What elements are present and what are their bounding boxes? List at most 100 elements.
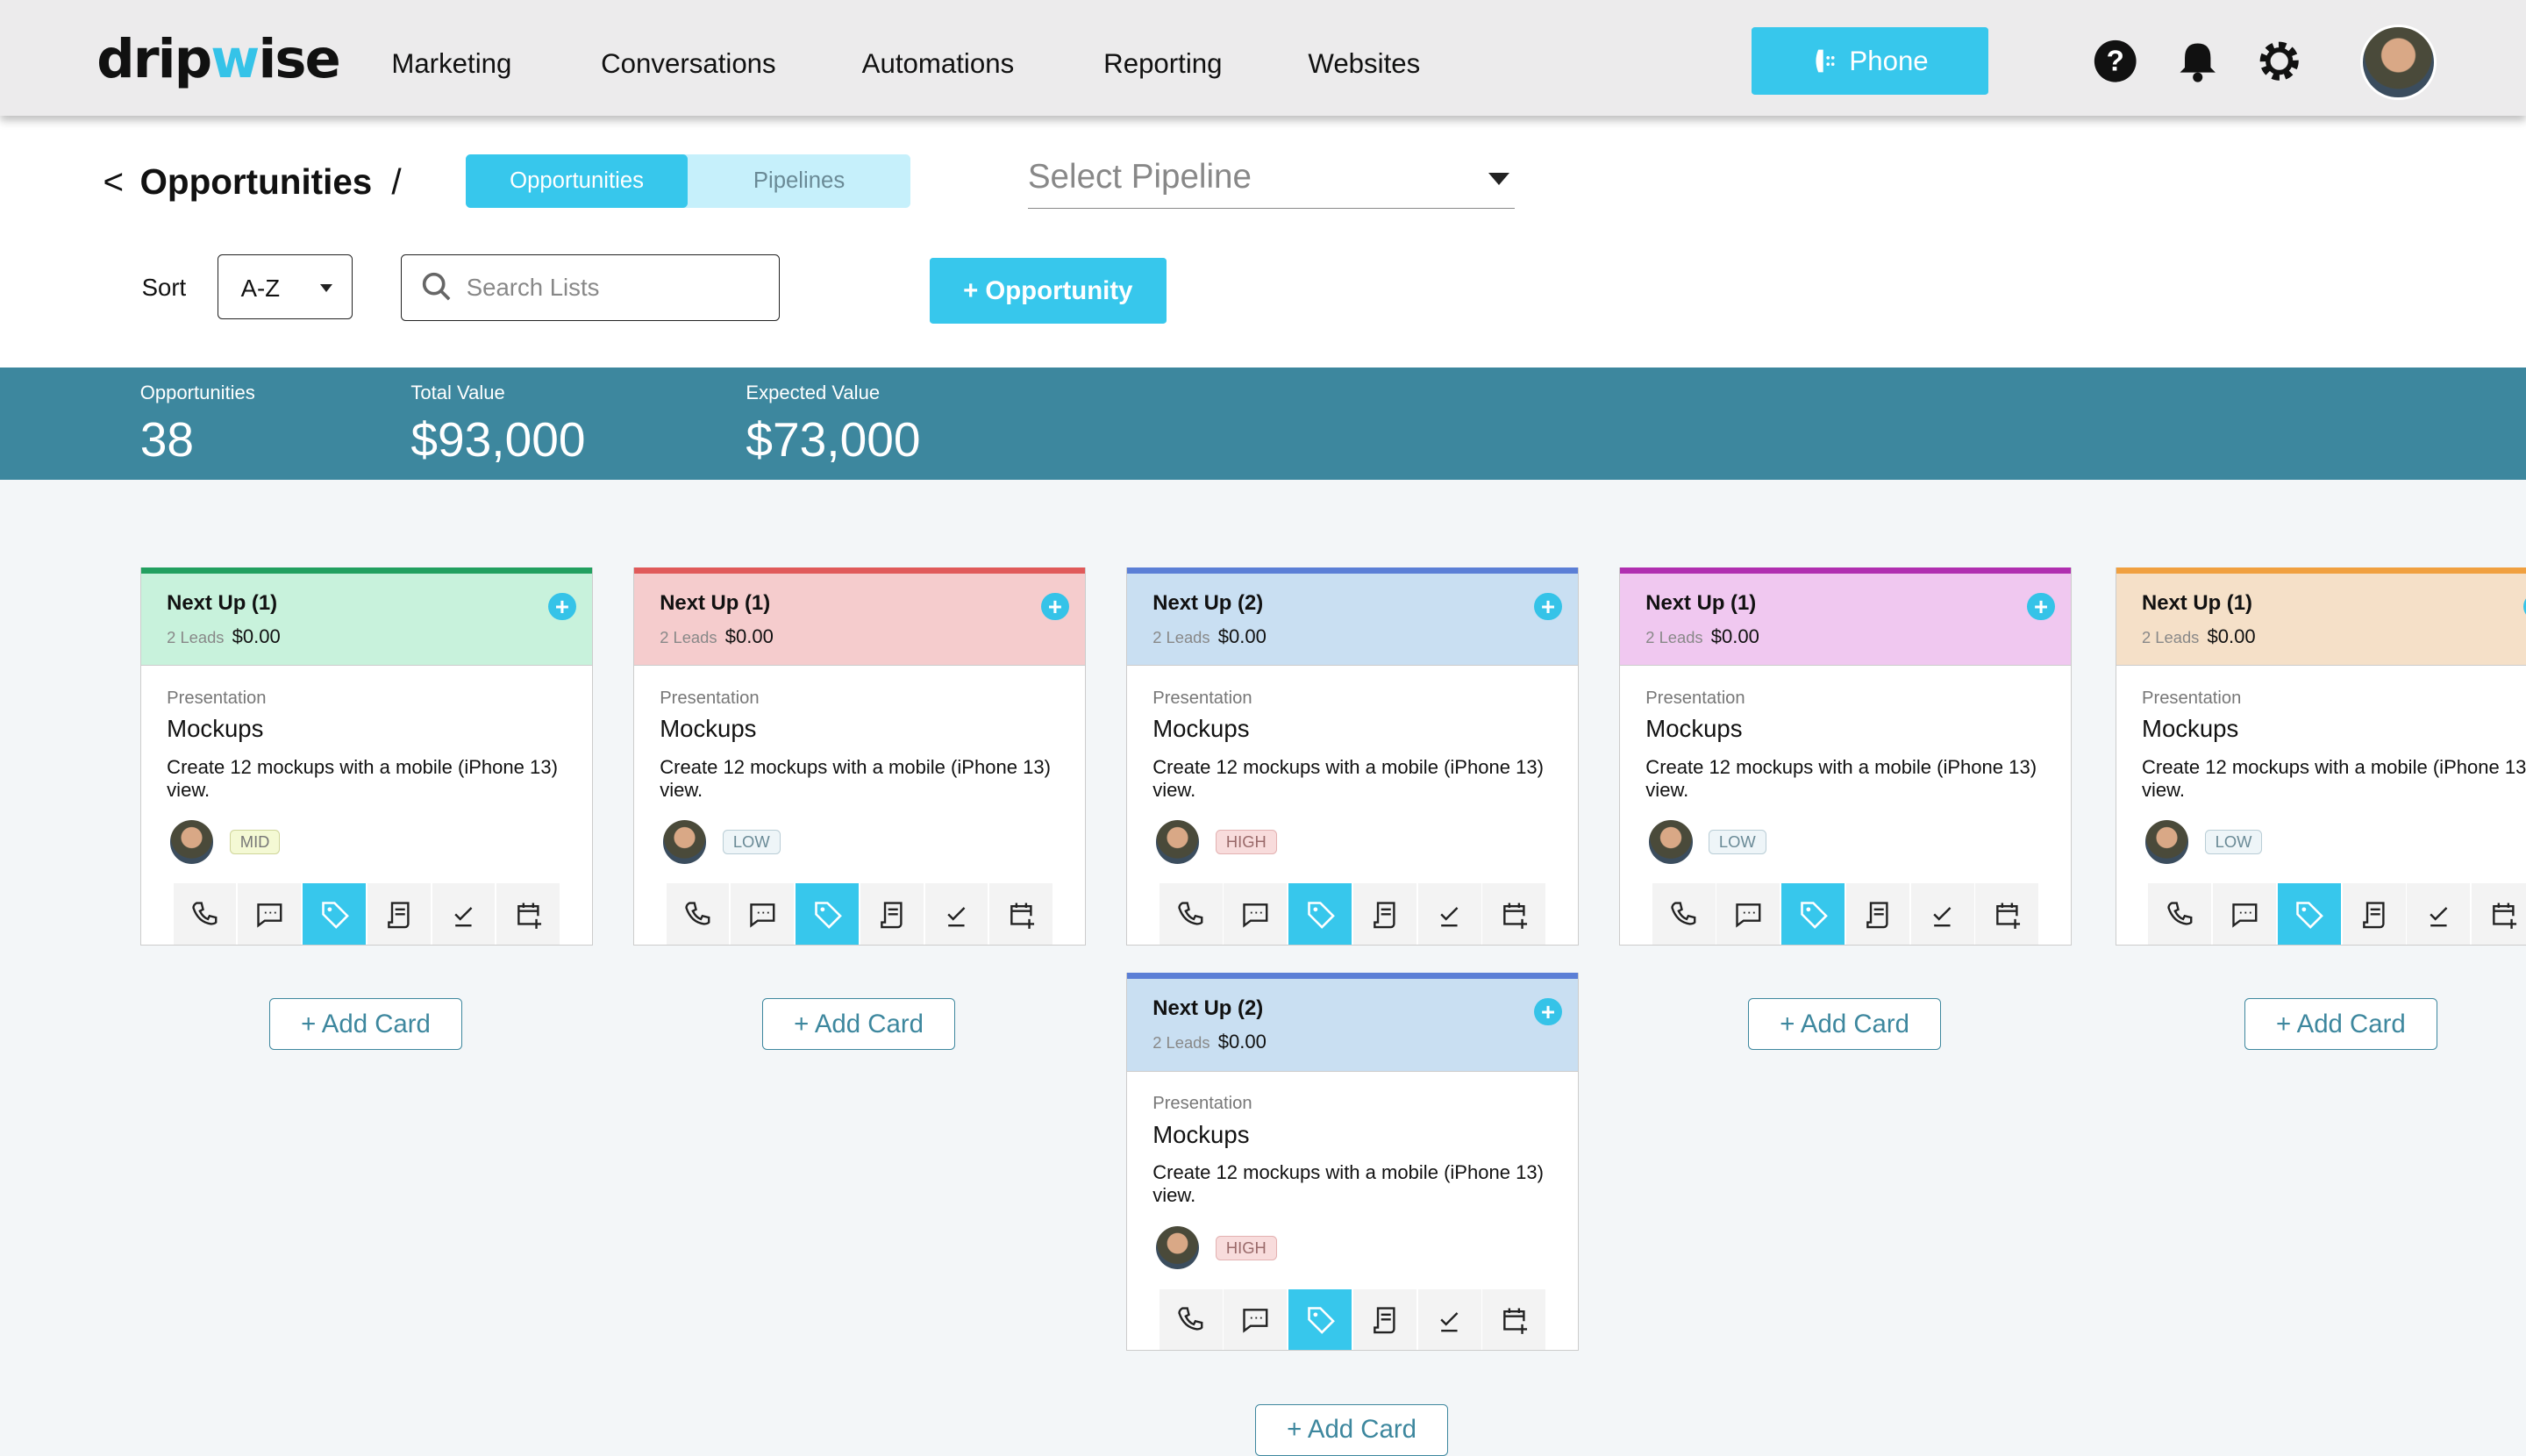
add-plus-icon[interactable]: + [1534,592,1562,620]
check-icon [454,906,473,926]
card-name: Mockups [660,715,757,743]
phone-action-button[interactable] [2148,883,2212,945]
opportunity-card[interactable]: Next Up (2) 2 Leads $0.00 + Presentation … [1125,973,1579,1352]
caret-down-icon [1488,172,1510,185]
top-nav: dripwise Marketing Conversations Automat… [0,0,2526,117]
calendar-add-action-button[interactable] [1975,883,2039,945]
calendar-add-icon [1503,1308,1527,1334]
nav-reporting[interactable]: Reporting [1103,48,1223,80]
add-card-button[interactable]: + Add Card [1254,1403,1449,1456]
add-card-button[interactable]: + Add Card [268,998,463,1051]
leads-count: 2 Leads [1152,627,1210,646]
phone-icon [1671,901,1696,925]
calendar-add-action-button[interactable] [1482,1288,1546,1351]
phone-action-button[interactable] [1652,883,1716,945]
help-icon[interactable]: ? [2093,39,2137,83]
phone-action-button[interactable] [666,883,730,945]
phone-action-button[interactable] [1159,883,1223,945]
stat-expected-value: Expected Value $73,000 [746,382,920,467]
tag-action-button[interactable] [1781,883,1845,945]
stat-total-value: Total Value $93,000 [410,382,585,467]
check-action-button[interactable] [1910,883,1974,945]
message-action-button[interactable] [731,883,795,945]
tag-action-button[interactable] [303,883,366,945]
tag-action-button[interactable] [1288,883,1352,945]
tag-action-button[interactable] [796,883,859,945]
message-action-button[interactable] [1224,883,1288,945]
tag-action-button[interactable] [2277,883,2341,945]
add-plus-icon[interactable]: + [1534,998,1562,1026]
bell-icon[interactable] [2175,39,2220,83]
priority-badge: MID [229,830,281,855]
receipt-action-button[interactable] [1352,1288,1416,1351]
add-card-button[interactable]: + Add Card [2244,998,2438,1051]
opportunity-card[interactable]: Next Up (1) 2 Leads$0.00 + Presentation … [1618,567,2073,946]
add-card-button[interactable]: + Add Card [761,998,956,1051]
card-description: Create 12 mockups with a mobile (iPhone … [1152,1161,1544,1207]
sort-select[interactable]: A-Z [217,254,353,319]
caret-down-icon [320,284,333,293]
add-card-button[interactable]: + Add Card [1747,998,1942,1051]
stage-header: Next Up (1) 2 Leads $0.00 + [140,567,592,666]
back-chevron-icon[interactable]: < [103,161,125,202]
card-name: Mockups [1645,715,1743,743]
user-avatar[interactable] [2359,24,2437,101]
page-title[interactable]: < Opportunities [103,161,373,203]
stat-opportunities: Opportunities 38 [140,382,255,467]
receipt-action-button[interactable] [1352,883,1416,945]
opportunity-card[interactable]: Next Up (1) 2 Leads$0.00 + Presentation … [632,567,1086,946]
message-action-button[interactable] [238,883,302,945]
opportunity-card[interactable]: Next Up (2) 2 Leads $0.00 + Presentation … [1125,567,1579,946]
message-action-button[interactable] [2213,883,2277,945]
priority-badge: LOW [2204,830,2263,855]
add-plus-icon[interactable]: + [2027,592,2055,620]
add-plus-icon[interactable]: + [2523,592,2526,620]
nav-automations[interactable]: Automations [861,48,1015,80]
gear-icon[interactable] [2257,39,2301,83]
receipt-action-button[interactable] [367,883,431,945]
opportunity-card[interactable]: Next Up (1) 2 Leads$0.00 + Presentation … [2115,567,2526,946]
card-description: Create 12 mockups with a mobile (iPhone … [1645,755,2037,801]
pipeline-select[interactable]: Select Pipeline [1027,158,1515,209]
opportunity-card[interactable]: Next Up (1) 2 Leads$0.00 + Presentation … [139,567,593,946]
phone-label: Phone [1849,45,1929,76]
nav-conversations[interactable]: Conversations [601,48,776,80]
message-action-button[interactable] [1716,883,1780,945]
tab-opportunities[interactable]: Opportunities [465,154,689,208]
nav-websites[interactable]: Websites [1308,48,1421,80]
message-action-button[interactable] [1224,1288,1288,1351]
pipeline-column: Next Up (2) 2 Leads $0.00 + Presentation … [1125,567,1579,1456]
tag-action-button[interactable] [1288,1288,1352,1351]
stage-header: Next Up (1) 2 Leads $0.00 + [2116,567,2526,666]
calendar-add-action-button[interactable] [1482,883,1546,945]
check-action-button[interactable] [924,883,988,945]
receipt-icon [388,901,410,928]
calendar-add-action-button[interactable] [2472,883,2526,945]
phone-button[interactable]: Phone [1751,27,1988,96]
add-opportunity-button[interactable]: + Opportunity [929,257,1167,325]
check-action-button[interactable] [2407,883,2471,945]
calendar-add-action-button[interactable] [496,883,560,945]
search-input[interactable]: Search Lists [401,254,780,321]
add-plus-icon[interactable]: + [548,592,576,620]
check-action-button[interactable] [1417,1288,1481,1351]
leads-count: 2 Leads [2142,627,2200,646]
stat-label: Expected Value [746,382,881,404]
check-action-button[interactable] [432,883,496,945]
add-plus-icon[interactable]: + [1041,592,1069,620]
nav-marketing[interactable]: Marketing [391,48,512,80]
tag-icon [814,901,842,929]
stat-value: $73,000 [746,411,921,467]
tab-pipelines[interactable]: Pipelines [753,168,846,194]
dripwise-logo[interactable]: dripwise [96,29,341,91]
stage-title: Next Up (2) [1152,996,1264,1021]
phone-action-button[interactable] [173,883,237,945]
receipt-action-button[interactable] [1845,883,1909,945]
phone-action-button[interactable] [1159,1288,1223,1351]
receipt-action-button[interactable] [860,883,924,945]
check-action-button[interactable] [1417,883,1481,945]
receipt-action-button[interactable] [2342,883,2406,945]
calendar-add-action-button[interactable] [989,883,1053,945]
receipt-icon [881,901,903,928]
receipt-icon [1374,901,1396,928]
